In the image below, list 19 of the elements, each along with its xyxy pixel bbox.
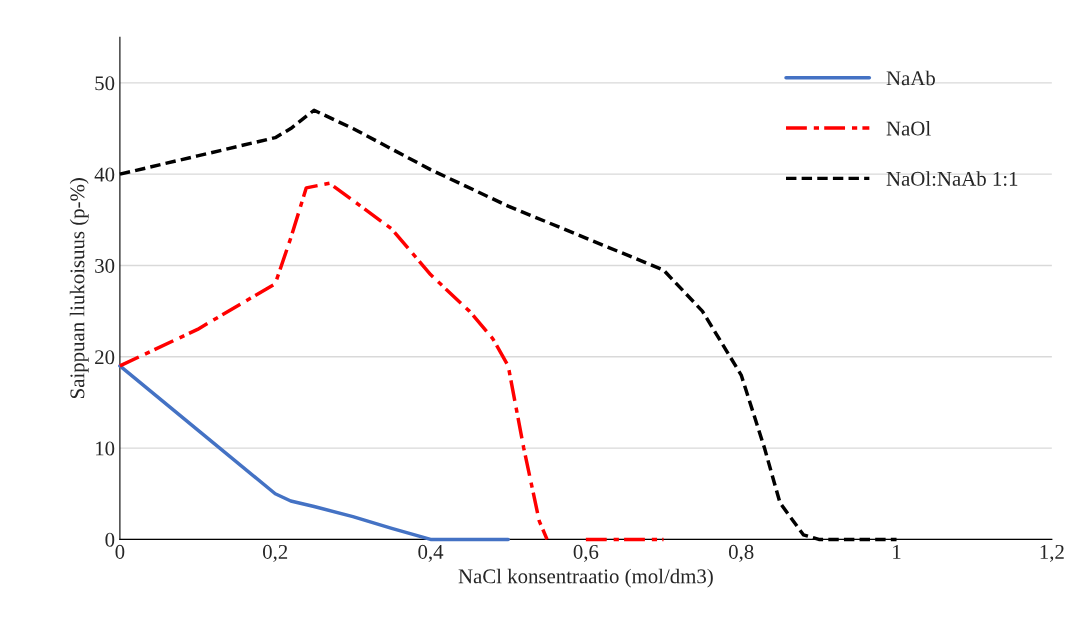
y-tick-label: 50 <box>95 76 115 91</box>
y-axis-title: Saippuan liukoisuus (p-%) <box>69 178 89 399</box>
x-tick-label: 0,2 <box>263 544 288 562</box>
x-tick-label: 0,6 <box>573 544 599 562</box>
y-tick-label: 40 <box>94 167 115 182</box>
legend-label: NaOl:NaAb 1:1 <box>886 171 1018 186</box>
y-tick-label: 0 <box>105 532 115 547</box>
y-tick-label: 10 <box>96 441 115 456</box>
legend-label: NaAb <box>886 70 935 86</box>
x-axis-title: NaCl konsentraatio (mol/dm3) <box>458 568 713 588</box>
line-series <box>118 364 510 542</box>
x-tick-label: 1,2 <box>1040 544 1064 562</box>
x-tick-label: 0,4 <box>418 544 444 562</box>
legend-label: NaOl <box>886 120 931 136</box>
x-tick-label: 1 <box>893 544 901 559</box>
y-tick-label: 20 <box>95 350 115 365</box>
x-tick-label: 0 <box>115 544 125 559</box>
y-tick-label: 30 <box>95 258 115 273</box>
x-tick-label: 0,8 <box>728 544 754 562</box>
